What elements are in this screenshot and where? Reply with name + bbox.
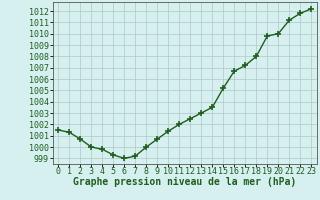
- X-axis label: Graphe pression niveau de la mer (hPa): Graphe pression niveau de la mer (hPa): [73, 177, 296, 187]
